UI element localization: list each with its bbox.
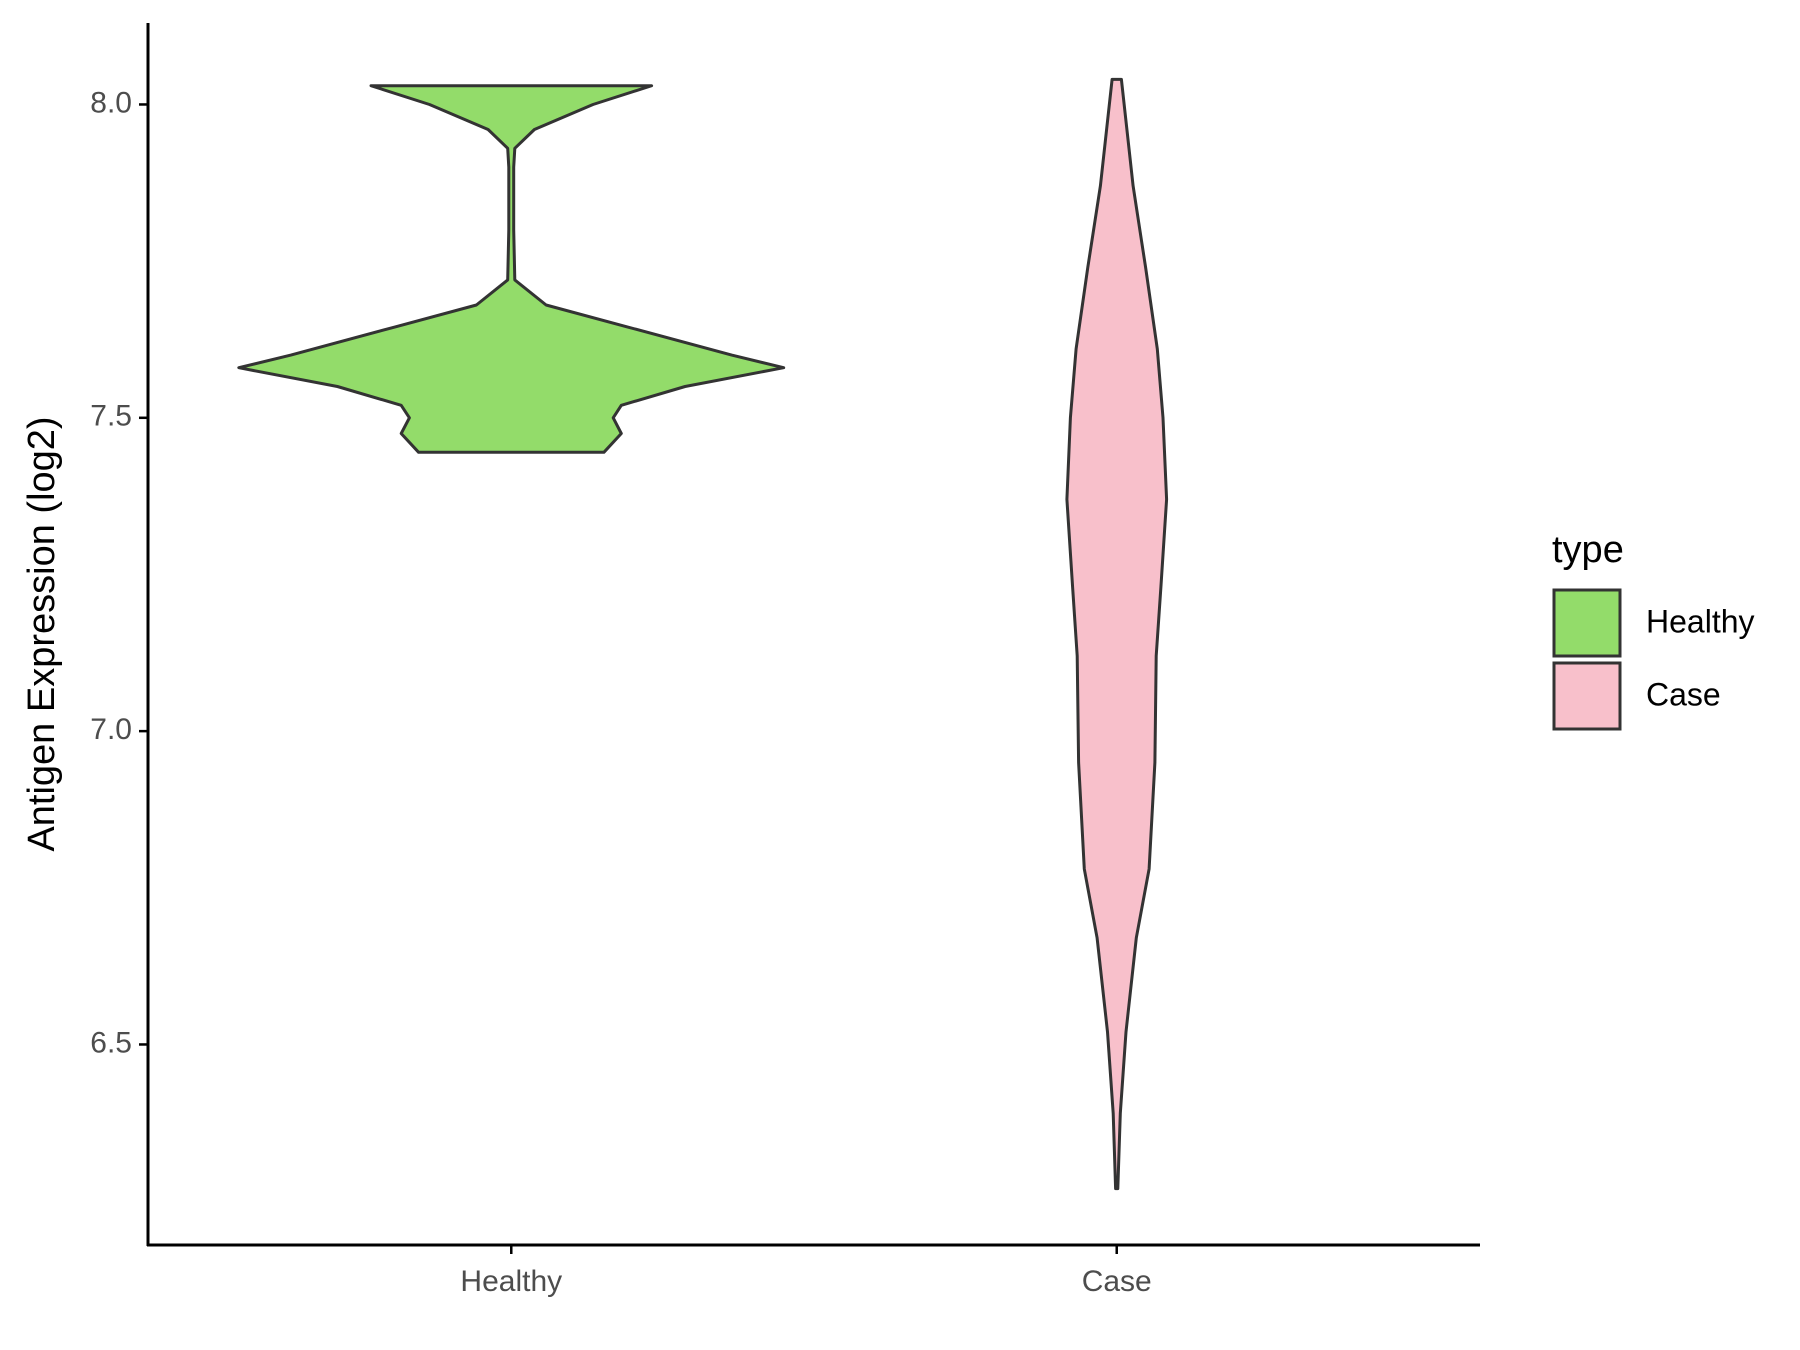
legend-title: type: [1552, 529, 1624, 571]
y-tick-label: 7.5: [90, 400, 132, 433]
y-tick-label: 8.0: [90, 86, 132, 119]
violin: [1065, 77, 1169, 1191]
y-tick-label: 6.5: [90, 1026, 132, 1059]
legend-key: [1552, 661, 1622, 731]
violin: [237, 84, 786, 454]
legend-label: Healthy: [1646, 603, 1755, 639]
y-tick-label: 7.0: [90, 713, 132, 746]
legend-label: Case: [1646, 676, 1721, 712]
x-tick-label: Case: [1082, 1265, 1152, 1298]
x-tick-label: Healthy: [460, 1265, 562, 1298]
y-axis-title: Antigen Expression (log2): [21, 416, 63, 851]
legend-key: [1552, 588, 1622, 658]
